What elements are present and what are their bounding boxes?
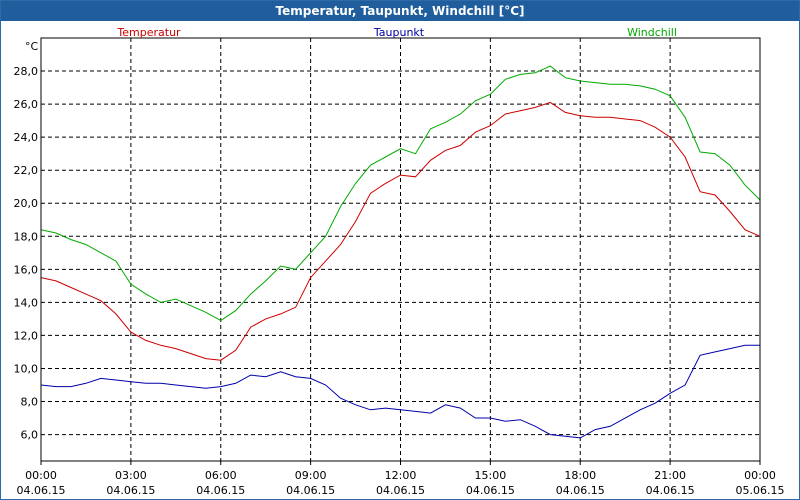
- y-tick-label: 16,0: [14, 263, 39, 276]
- x-tick-date: 05.06.15: [736, 484, 785, 497]
- series-line-taupunkt: [40, 344, 760, 439]
- y-tick-label: 14,0: [14, 296, 39, 309]
- x-tick-time: 00:00: [25, 469, 57, 482]
- y-axis-unit: °C: [25, 40, 39, 53]
- x-tick-date: 04.06.15: [17, 484, 66, 497]
- y-tick-label: 20,0: [14, 197, 39, 210]
- series-lines: [40, 65, 761, 439]
- x-tick-date: 04.06.15: [106, 484, 155, 497]
- y-tick-label: 18,0: [14, 230, 39, 243]
- axes: [40, 37, 761, 465]
- x-tick-time: 03:00: [115, 469, 147, 482]
- y-tick-label: 10,0: [14, 362, 39, 375]
- x-tick-date: 04.06.15: [376, 484, 425, 497]
- x-tick-time: 12:00: [385, 469, 417, 482]
- x-tick-date: 04.06.15: [646, 484, 695, 497]
- y-tick-label: 12,0: [14, 329, 39, 342]
- y-tick-label: 24,0: [14, 131, 39, 144]
- x-tick-date: 04.06.15: [196, 484, 245, 497]
- x-tick-time: 18:00: [564, 469, 596, 482]
- y-tick-label: 8,0: [21, 396, 39, 409]
- grid-lines: [41, 38, 760, 461]
- x-tick-date: 04.06.15: [556, 484, 605, 497]
- legend-entry-windchill: Windchill: [627, 26, 677, 39]
- series-line-windchill: [40, 65, 761, 322]
- x-tick-time: 09:00: [295, 469, 327, 482]
- plot-border: [40, 37, 761, 462]
- legend: Temperatur Taupunkt Windchill: [116, 26, 677, 39]
- y-tick-label: 28,0: [14, 65, 39, 78]
- x-tick-time: 21:00: [654, 469, 686, 482]
- x-tick-time: 06:00: [205, 469, 237, 482]
- y-tick-label: 22,0: [14, 164, 39, 177]
- series-line-temperatur: [40, 101, 761, 361]
- legend-entry-temperatur: Temperatur: [116, 26, 181, 39]
- x-tick-date: 04.06.15: [466, 484, 515, 497]
- x-tick-time: 15:00: [475, 469, 507, 482]
- x-tick-date: 04.06.15: [286, 484, 335, 497]
- y-tick-label: 26,0: [14, 98, 39, 111]
- tick-labels: 6,0 8,0 10,0 12,0 14,0 16,0 18,0 20,0 22,0 24,0 26…: [14, 40, 785, 497]
- x-tick-time: 00:00: [744, 469, 776, 482]
- window-title: Temperatur, Taupunkt, Windchill [°C]: [1, 1, 799, 21]
- y-tick-label: 6,0: [21, 429, 39, 442]
- legend-entry-taupunkt: Taupunkt: [373, 26, 425, 39]
